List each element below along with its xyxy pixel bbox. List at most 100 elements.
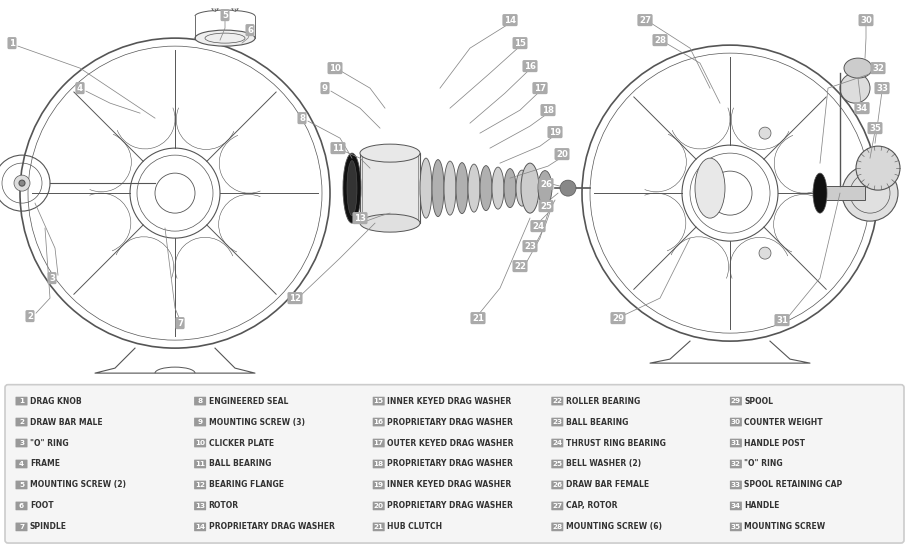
Text: 20: 20 — [556, 150, 568, 159]
Text: THRUST RING BEARING: THRUST RING BEARING — [565, 438, 665, 448]
Text: 35: 35 — [869, 123, 881, 133]
Text: INNER KEYED DRAG WASHER: INNER KEYED DRAG WASHER — [387, 480, 512, 490]
FancyBboxPatch shape — [195, 418, 206, 426]
FancyBboxPatch shape — [730, 502, 742, 510]
Text: "O" RING: "O" RING — [30, 438, 68, 448]
FancyBboxPatch shape — [373, 480, 385, 489]
FancyBboxPatch shape — [551, 502, 564, 510]
Circle shape — [856, 146, 900, 190]
Ellipse shape — [480, 165, 492, 211]
Text: DRAW BAR FEMALE: DRAW BAR FEMALE — [565, 480, 649, 490]
Text: SPINDLE: SPINDLE — [30, 522, 67, 531]
Text: DRAW BAR MALE: DRAW BAR MALE — [30, 418, 103, 426]
Text: 9: 9 — [197, 419, 203, 425]
FancyBboxPatch shape — [5, 385, 904, 543]
Text: 21: 21 — [374, 524, 384, 530]
Text: 11: 11 — [332, 144, 344, 153]
Text: 8: 8 — [197, 398, 203, 404]
Text: 22: 22 — [553, 398, 563, 404]
FancyBboxPatch shape — [373, 523, 385, 531]
Text: COUNTER WEIGHT: COUNTER WEIGHT — [744, 418, 823, 426]
Text: 29: 29 — [612, 314, 624, 323]
Text: 30: 30 — [860, 16, 872, 24]
FancyBboxPatch shape — [730, 480, 742, 489]
Text: 26: 26 — [540, 180, 552, 189]
Text: BELL WASHER (2): BELL WASHER (2) — [565, 460, 641, 468]
Text: 21: 21 — [472, 314, 484, 323]
FancyBboxPatch shape — [551, 460, 564, 468]
FancyBboxPatch shape — [15, 480, 27, 489]
Text: 19: 19 — [374, 482, 384, 488]
Text: 11: 11 — [195, 461, 205, 467]
Text: 26: 26 — [553, 482, 563, 488]
Text: SPOOL: SPOOL — [744, 397, 774, 406]
Text: 8: 8 — [299, 114, 305, 122]
Ellipse shape — [360, 144, 420, 162]
Text: 31: 31 — [776, 316, 788, 325]
Text: ENGINEERED SEAL: ENGINEERED SEAL — [208, 397, 288, 406]
FancyBboxPatch shape — [373, 418, 385, 426]
Text: 17: 17 — [374, 440, 384, 446]
Text: 13: 13 — [354, 214, 366, 222]
FancyBboxPatch shape — [15, 438, 27, 447]
Ellipse shape — [695, 158, 725, 218]
FancyBboxPatch shape — [15, 460, 27, 468]
Ellipse shape — [844, 58, 872, 78]
Text: 25: 25 — [553, 461, 563, 467]
FancyBboxPatch shape — [730, 418, 742, 426]
Text: BALL BEARING: BALL BEARING — [565, 418, 628, 426]
Text: 15: 15 — [374, 398, 384, 404]
Text: CAP, ROTOR: CAP, ROTOR — [565, 502, 617, 510]
Ellipse shape — [813, 173, 827, 213]
Text: 20: 20 — [374, 503, 384, 509]
FancyBboxPatch shape — [730, 397, 742, 405]
Text: PROPRIETARY DRAG WASHER: PROPRIETARY DRAG WASHER — [387, 460, 513, 468]
Text: 13: 13 — [195, 503, 205, 509]
Text: 29: 29 — [731, 398, 741, 404]
Text: FOOT: FOOT — [30, 502, 54, 510]
FancyBboxPatch shape — [551, 523, 564, 531]
Text: 1: 1 — [19, 398, 24, 404]
FancyBboxPatch shape — [551, 480, 564, 489]
Text: 6: 6 — [19, 503, 24, 509]
Text: HANDLE: HANDLE — [744, 502, 780, 510]
Text: 17: 17 — [534, 84, 546, 92]
Ellipse shape — [432, 159, 444, 217]
Ellipse shape — [521, 163, 539, 213]
Text: 7: 7 — [19, 524, 24, 530]
Circle shape — [842, 165, 898, 221]
Bar — [820, 186, 865, 200]
Text: 14: 14 — [504, 16, 516, 24]
Text: PROPRIETARY DRAG WASHER: PROPRIETARY DRAG WASHER — [387, 418, 513, 426]
Text: 35: 35 — [731, 524, 741, 530]
Ellipse shape — [444, 161, 456, 215]
Text: 34: 34 — [731, 503, 741, 509]
Text: 28: 28 — [553, 524, 563, 530]
Text: INNER KEYED DRAG WASHER: INNER KEYED DRAG WASHER — [387, 397, 512, 406]
FancyBboxPatch shape — [195, 397, 206, 405]
Ellipse shape — [468, 164, 480, 212]
FancyBboxPatch shape — [730, 523, 742, 531]
Text: DRAG KNOB: DRAG KNOB — [30, 397, 82, 406]
Ellipse shape — [195, 30, 255, 46]
Text: 3: 3 — [49, 274, 55, 283]
Text: 28: 28 — [654, 35, 666, 45]
Circle shape — [840, 73, 870, 103]
Text: 4: 4 — [19, 461, 24, 467]
Text: 24: 24 — [553, 440, 563, 446]
Text: 2: 2 — [19, 419, 24, 425]
Text: 14: 14 — [195, 524, 205, 530]
Ellipse shape — [492, 167, 504, 209]
FancyBboxPatch shape — [373, 502, 385, 510]
FancyBboxPatch shape — [551, 438, 564, 447]
Text: ROTOR: ROTOR — [208, 502, 239, 510]
FancyBboxPatch shape — [373, 460, 385, 468]
Text: 18: 18 — [374, 461, 384, 467]
FancyBboxPatch shape — [195, 460, 206, 468]
Ellipse shape — [360, 214, 420, 232]
Text: 16: 16 — [524, 61, 536, 71]
Text: 6: 6 — [247, 26, 253, 35]
Text: 10: 10 — [195, 440, 205, 446]
FancyBboxPatch shape — [15, 397, 27, 405]
FancyBboxPatch shape — [730, 438, 742, 447]
